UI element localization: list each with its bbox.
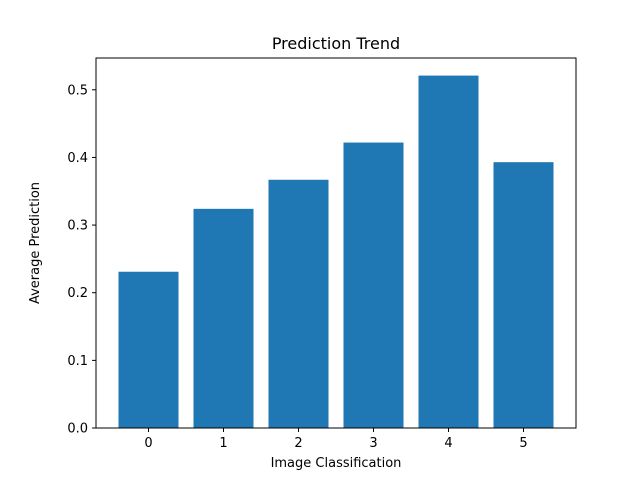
y-tick-label: 0.1	[67, 354, 88, 369]
y-axis-label: Average Prediction	[28, 182, 43, 304]
bar-2	[268, 179, 329, 428]
y-tick-label: 0.3	[67, 219, 88, 234]
x-tick-label: 5	[519, 436, 527, 451]
x-ticks: 0 1 2 3 4 5	[144, 428, 528, 451]
y-tick-label: 0.0	[67, 422, 88, 437]
bar-1	[193, 208, 254, 428]
chart-title: Prediction Trend	[272, 34, 400, 53]
bar-4	[418, 75, 479, 428]
x-tick-label: 3	[369, 436, 377, 451]
x-tick-label: 2	[294, 436, 302, 451]
y-tick-label: 0.2	[67, 286, 88, 301]
bar-3	[343, 142, 404, 428]
x-tick-label: 1	[219, 436, 227, 451]
x-axis-label: Image Classification	[271, 456, 402, 471]
bar-0	[118, 271, 179, 428]
y-ticks: 0.0 0.1 0.2 0.3 0.4 0.5	[67, 83, 96, 437]
y-tick-label: 0.4	[67, 151, 88, 166]
bars	[118, 75, 554, 428]
y-tick-label: 0.5	[67, 83, 88, 98]
bar-5	[493, 162, 554, 428]
plot-frame	[95, 57, 577, 429]
x-tick-label: 0	[144, 436, 152, 451]
x-tick-label: 4	[444, 436, 452, 451]
